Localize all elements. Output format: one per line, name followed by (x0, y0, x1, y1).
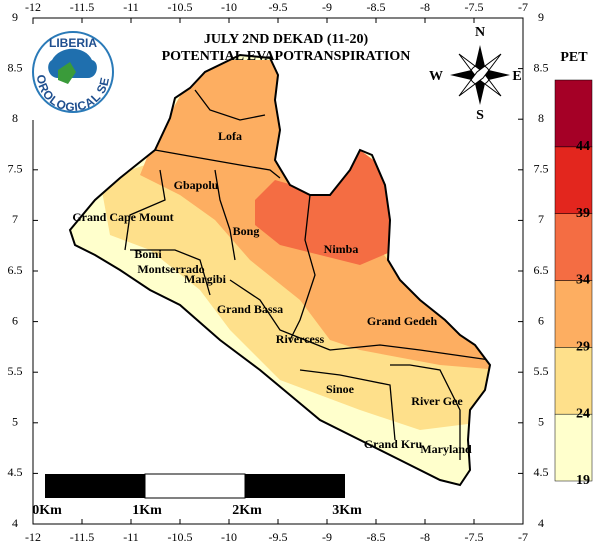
compass-w: W (429, 69, 443, 84)
legend-label: 19 (576, 473, 590, 488)
county-label: Montserrado (137, 262, 204, 276)
compass-e: E (512, 69, 521, 84)
lon-tick-label: -8.5 (367, 530, 386, 544)
legend-swatch (554, 347, 593, 415)
lon-tick-label: -7.5 (465, 530, 484, 544)
scale-label: 1Km (132, 503, 162, 518)
lat-tick-label: 4 (538, 516, 544, 530)
lat-tick-label: 8.5 (534, 60, 549, 74)
lon-tick-label: -10 (221, 0, 237, 14)
lon-tick-label: -10.5 (168, 530, 193, 544)
lon-tick-label: -8 (420, 0, 430, 14)
lon-tick-label: -11.5 (70, 530, 95, 544)
scale-label: 2Km (232, 503, 262, 518)
legend-label: 34 (576, 273, 590, 288)
compass: N S W E (429, 25, 522, 123)
legend-title: PET (560, 50, 588, 65)
lon-tick-label: -7.5 (465, 0, 484, 14)
county-label: Bomi (134, 247, 162, 261)
legend-swatch (554, 146, 593, 214)
legend-swatch (554, 213, 593, 281)
lon-tick-label: -7 (518, 0, 528, 14)
lon-tick-label: -9.5 (269, 530, 288, 544)
county-label: Sinoe (326, 382, 355, 396)
compass-n: N (475, 25, 485, 40)
county-label: Nimba (324, 242, 359, 256)
county-label: Bong (233, 224, 260, 238)
county-label: Rivercess (276, 332, 325, 346)
county-label: Grand Gedeh (367, 314, 438, 328)
logo-name: LIBERIA (49, 36, 97, 50)
lon-tick-label: -7 (518, 530, 528, 544)
lon-tick-label: -12 (25, 0, 41, 14)
lat-tick-label: 4 (12, 516, 18, 530)
lat-tick-label: 5.5 (8, 364, 23, 378)
compass-s: S (476, 108, 484, 123)
legend-label: 39 (576, 206, 590, 221)
county-label: Gbapolu (174, 178, 219, 192)
lon-tick-label: -10.5 (168, 0, 193, 14)
legend-label: 29 (576, 340, 590, 355)
legend-swatch (554, 79, 593, 148)
county-label: River Gee (411, 394, 463, 408)
lat-tick-label: 7 (538, 212, 544, 226)
county-label: Margibi (184, 272, 227, 286)
county-label: Grand Bassa (217, 302, 283, 316)
lat-tick-label: 7.5 (534, 162, 549, 176)
lat-tick-label: 8.5 (8, 60, 23, 74)
lon-tick-label: -10 (221, 530, 237, 544)
lat-tick-label: 4.5 (8, 465, 23, 479)
legend-label: 24 (576, 406, 590, 421)
county-label: Lofa (218, 129, 242, 143)
lon-tick-label: -11.5 (70, 0, 95, 14)
lon-tick-label: -11 (123, 530, 139, 544)
scale-labels: 0Km 1Km 2Km 3Km (32, 503, 362, 518)
title-line: JULY 2ND DEKAD (11-20) (204, 32, 369, 47)
lat-tick-label: 6.5 (534, 263, 549, 277)
lat-tick-label: 8 (538, 111, 544, 125)
lon-tick-label: -11 (123, 0, 139, 14)
lat-tick-label: 4.5 (534, 465, 549, 479)
lat-tick-label: 9 (538, 10, 544, 24)
legend-swatch (554, 413, 593, 482)
county-label: Grand Cape Mount (72, 210, 173, 224)
county-label: Maryland (420, 442, 472, 456)
legend-swatch (554, 280, 593, 348)
county-labels: Lofa Gbapolu Grand Cape Mount Bong Nimba Bomi… (72, 129, 472, 456)
lon-tick-label: -9 (322, 0, 332, 14)
lat-tick-label: 6 (12, 313, 18, 327)
legend: 19 24 29 34 39 44 (554, 79, 593, 488)
lat-tick-label: 7 (12, 212, 18, 226)
lon-tick-label: -9.5 (269, 0, 288, 14)
lat-tick-label: 5 (12, 415, 18, 429)
country-outline (68, 53, 492, 487)
lat-tick-label: 5.5 (534, 364, 549, 378)
scale-label: 3Km (332, 503, 362, 518)
lat-tick-label: 8 (12, 111, 18, 125)
lon-tick-label: -9 (322, 530, 332, 544)
lat-tick-label: 6 (538, 313, 544, 327)
legend-label: 44 (576, 139, 590, 154)
axis-ticks: -12 -12 -11.5 -11.5 -11 -11 -10.5 -10.5 -10 -10 -9… (8, 0, 549, 544)
lon-tick-label: -8 (420, 530, 430, 544)
scale-label: 0Km (32, 503, 62, 518)
lat-tick-label: 6.5 (8, 263, 23, 277)
title-line: POTENTIAL EVAPOTRANSPIRATION (162, 49, 411, 64)
lat-tick-label: 9 (12, 10, 18, 24)
lon-tick-label: -12 (25, 530, 41, 544)
lat-tick-label: 7.5 (8, 162, 23, 176)
scale-bar (45, 473, 345, 499)
county-label: Grand Kru (364, 437, 423, 451)
lat-tick-label: 5 (538, 415, 544, 429)
lon-tick-label: -8.5 (367, 0, 386, 14)
